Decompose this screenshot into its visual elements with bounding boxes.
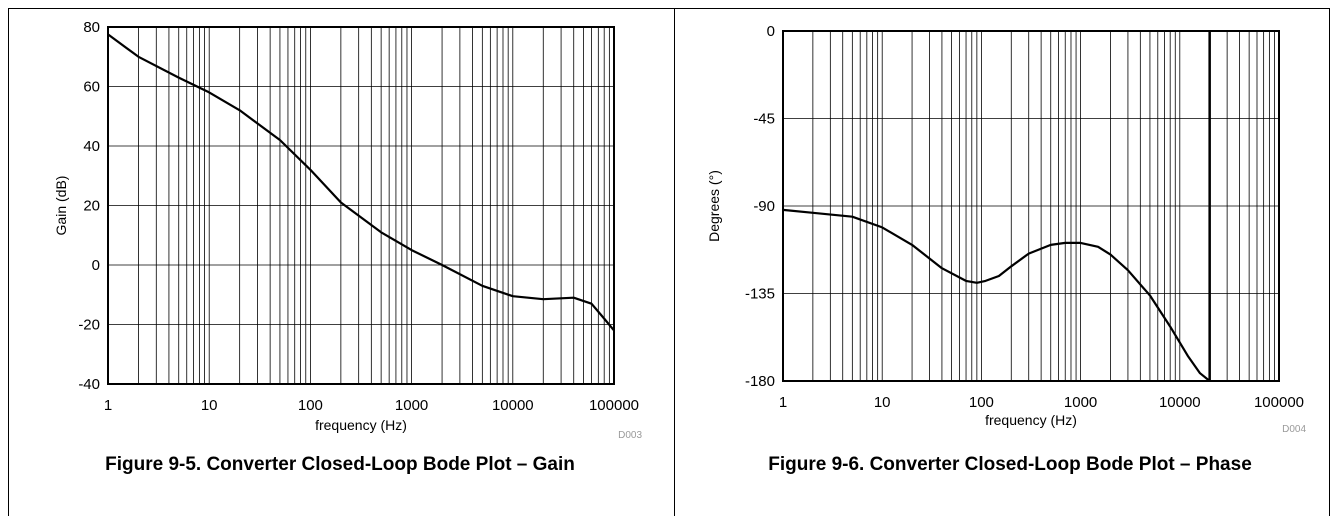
left-panel-frame <box>8 8 675 516</box>
gain-x-tick-label: 100 <box>298 397 323 414</box>
phase-x-tick-label: 100 <box>969 394 994 411</box>
gain-x-tick-label: 100000 <box>589 397 639 414</box>
caption-phase: Figure 9-6. Converter Closed-Loop Bode P… <box>768 454 1252 475</box>
gain-y-tick-label: 80 <box>83 19 100 36</box>
gain-y-tick-label: 60 <box>83 79 100 96</box>
gain-y-tick-label: -40 <box>78 376 100 393</box>
gain-plot-border <box>107 26 615 385</box>
gain-y-tick-label: 40 <box>83 138 100 155</box>
phase-x-tick-label: 10000 <box>1159 394 1201 411</box>
phase-x-tick-label: 100000 <box>1254 394 1304 411</box>
gain-figure-code: D003 <box>618 430 642 441</box>
gain-series-line <box>107 33 615 332</box>
phase-figure-code: D004 <box>1282 424 1306 435</box>
gain-y-tick-label: -20 <box>78 317 100 334</box>
phase-y-axis-label: Degrees (°) <box>706 170 722 242</box>
gain-y-tick-label: 20 <box>83 198 100 215</box>
gain-x-tick-label: 10 <box>201 397 218 414</box>
right-panel-frame <box>674 8 1330 516</box>
phase-x-tick-label: 1000 <box>1064 394 1097 411</box>
gain-x-tick-label: 1000 <box>395 397 428 414</box>
phase-y-tick-label: -180 <box>745 373 775 390</box>
phase-y-tick-label: -45 <box>753 111 775 128</box>
gain-y-axis-label: Gain (dB) <box>53 176 69 236</box>
phase-x-tick-label: 10 <box>874 394 891 411</box>
phase-x-axis-label: frequency (Hz) <box>985 412 1077 428</box>
phase-y-tick-label: -135 <box>745 286 775 303</box>
gain-x-axis-label: frequency (Hz) <box>315 417 407 433</box>
phase-plot-border <box>782 30 1280 382</box>
gain-y-tick-label: 0 <box>92 257 100 274</box>
gain-x-tick-label: 1 <box>104 397 112 414</box>
phase-series-line <box>782 208 1211 382</box>
caption-gain: Figure 9-5. Converter Closed-Loop Bode P… <box>105 454 575 475</box>
phase-y-tick-label: -90 <box>753 198 775 215</box>
phase-x-tick-label: 1 <box>779 394 787 411</box>
phase-y-tick-label: 0 <box>767 23 775 40</box>
gain-x-tick-label: 10000 <box>492 397 534 414</box>
